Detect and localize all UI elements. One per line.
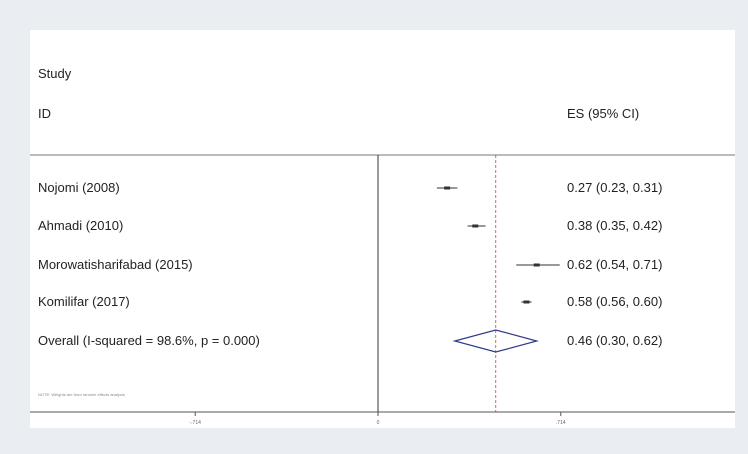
study-ci-text: 0.38 (0.35, 0.42) <box>567 218 663 233</box>
x-tick-label: 0 <box>377 420 380 426</box>
study-point-marker <box>472 224 479 228</box>
study-label: Nojomi (2008) <box>38 180 120 195</box>
overall-ci-text: 0.46 (0.30, 0.62) <box>567 333 663 348</box>
study-label: Komilifar (2017) <box>38 294 130 309</box>
study-point-marker <box>444 186 451 190</box>
study-header: Study <box>38 66 72 81</box>
x-tick-label: .714 <box>556 420 566 426</box>
id-header: ID <box>38 106 51 121</box>
study-ci-text: 0.27 (0.23, 0.31) <box>567 180 663 195</box>
x-tick-label: -.714 <box>190 420 202 426</box>
study-point-marker <box>523 300 530 304</box>
overall-diamond <box>452 329 540 353</box>
study-point-marker <box>533 263 540 267</box>
overall-label: Overall (I-squared = 98.6%, p = 0.000) <box>38 333 260 348</box>
study-ci-text: 0.62 (0.54, 0.71) <box>567 257 663 272</box>
es-ci-header: ES (95% CI) <box>567 106 640 121</box>
study-label: Morowatisharifabad (2015) <box>38 257 193 272</box>
forest-plot: -.714 0 .714 <box>30 154 735 426</box>
plot-panel: Study ID ES (95% CI) NOTE: Weights are f… <box>30 30 735 428</box>
study-ci-text: 0.58 (0.56, 0.60) <box>567 294 663 309</box>
study-label: Ahmadi (2010) <box>38 218 124 233</box>
footnote: NOTE: Weights are from random effects an… <box>38 392 125 397</box>
